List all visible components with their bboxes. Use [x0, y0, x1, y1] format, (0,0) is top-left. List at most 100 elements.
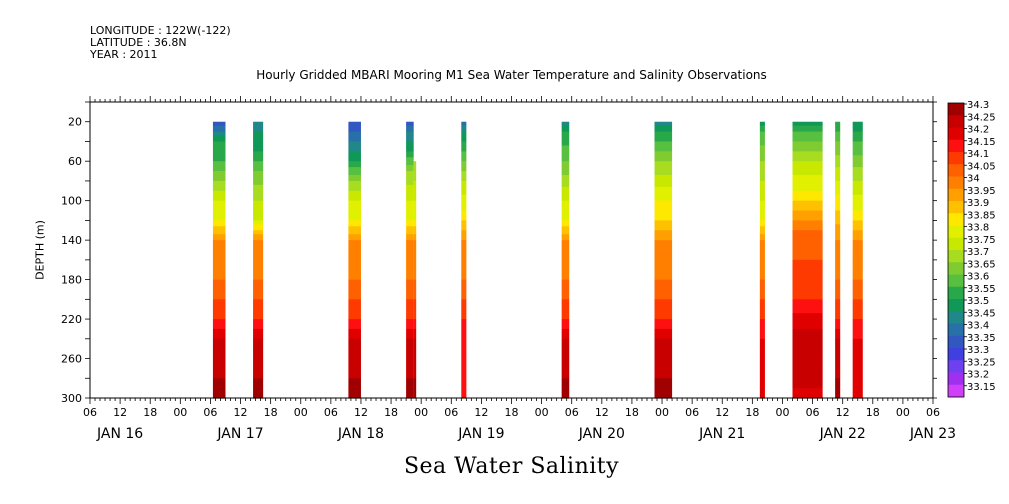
- data-cell: [212, 173, 226, 176]
- data-cell: [654, 271, 673, 275]
- data-cell: [212, 165, 226, 168]
- data-cell: [212, 151, 226, 154]
- data-cell: [348, 338, 361, 342]
- data-cell: [759, 194, 765, 198]
- data-cell: [792, 380, 823, 383]
- data-cell: [835, 328, 841, 332]
- data-cell: [413, 299, 417, 302]
- data-cell: [835, 392, 841, 395]
- data-cell: [654, 370, 673, 373]
- data-cell: [461, 163, 467, 166]
- data-cell: [348, 238, 361, 241]
- data-cell: [212, 330, 226, 334]
- data-cell: [835, 165, 841, 168]
- data-cell: [413, 212, 417, 216]
- data-cell: [835, 192, 841, 196]
- data-cell: [348, 242, 361, 245]
- data-cell: [561, 366, 570, 369]
- data-cell: [253, 344, 264, 348]
- data-cell: [792, 196, 823, 200]
- data-cell: [561, 192, 570, 196]
- data-cell: [406, 323, 414, 326]
- data-cell: [561, 267, 570, 271]
- data-cell: [852, 244, 863, 247]
- data-cell: [253, 194, 264, 198]
- data-cell: [253, 313, 264, 316]
- data-cell: [348, 257, 361, 261]
- data-cell: [212, 350, 226, 354]
- data-cell: [413, 226, 417, 229]
- data-cell: [852, 307, 863, 310]
- data-cell: [212, 317, 226, 320]
- data-cell: [835, 263, 841, 267]
- data-cell: [348, 263, 361, 267]
- data-cell: [212, 123, 226, 127]
- data-cell: [348, 346, 361, 350]
- data-cell: [406, 206, 414, 210]
- data-cell: [561, 271, 570, 275]
- data-cell: [212, 232, 226, 235]
- data-cell: [212, 340, 226, 344]
- data-cell: [461, 251, 467, 255]
- data-cell: [792, 228, 823, 231]
- data-cell: [348, 196, 361, 200]
- data-cell: [561, 250, 570, 253]
- data-cell: [413, 396, 417, 399]
- x-hour-tick-label: 06: [444, 406, 458, 419]
- data-cell: [413, 303, 417, 306]
- data-cell: [561, 289, 570, 293]
- data-cell: [759, 334, 765, 338]
- data-cell: [348, 173, 361, 176]
- data-cell: [561, 242, 570, 245]
- data-cell: [561, 352, 570, 356]
- data-cell: [792, 216, 823, 220]
- data-cell: [835, 131, 841, 135]
- data-cell: [654, 283, 673, 287]
- data-cell: [406, 271, 414, 275]
- data-cell: [852, 238, 863, 241]
- data-cell: [461, 226, 467, 229]
- data-cell: [852, 131, 863, 135]
- data-cell: [852, 303, 863, 306]
- data-cell: [759, 182, 765, 186]
- data-cell: [759, 178, 765, 182]
- data-cell: [461, 303, 467, 306]
- data-cell: [654, 250, 673, 253]
- colorbar-frame: [947, 102, 965, 398]
- data-cell: [561, 143, 570, 147]
- data-cell: [461, 297, 467, 300]
- data-cell: [654, 145, 673, 148]
- data-cell: [461, 161, 467, 164]
- data-cell: [406, 346, 414, 350]
- data-cell: [561, 188, 570, 192]
- data-cell: [253, 184, 264, 188]
- data-cell: [654, 155, 673, 158]
- data-cell: [348, 204, 361, 208]
- data-cell: [852, 253, 863, 257]
- latitude-label: LATITUDE : 36.8N: [90, 36, 187, 49]
- data-cell: [212, 175, 226, 178]
- data-cell: [835, 242, 841, 245]
- data-cell: [792, 394, 823, 397]
- data-cell: [413, 309, 417, 312]
- data-cell: [852, 147, 863, 150]
- data-cell: [212, 230, 226, 233]
- data-cell: [212, 220, 226, 223]
- data-cell: [835, 364, 841, 368]
- data-cell: [759, 313, 765, 316]
- x-hour-tick-label: 00: [173, 406, 187, 419]
- data-cell: [461, 123, 467, 127]
- data-cell: [253, 253, 264, 257]
- data-cell: [759, 328, 765, 332]
- x-hour-tick-label: 12: [715, 406, 729, 419]
- data-cell: [253, 228, 264, 231]
- data-cell: [348, 234, 361, 237]
- data-cell: [835, 255, 841, 259]
- colorbar-label: 33.8: [967, 223, 989, 234]
- data-cell: [852, 281, 863, 285]
- data-cell: [461, 244, 467, 247]
- data-cell: [461, 323, 467, 326]
- data-cell: [561, 220, 570, 223]
- data-cell: [759, 200, 765, 204]
- data-cell: [654, 386, 673, 389]
